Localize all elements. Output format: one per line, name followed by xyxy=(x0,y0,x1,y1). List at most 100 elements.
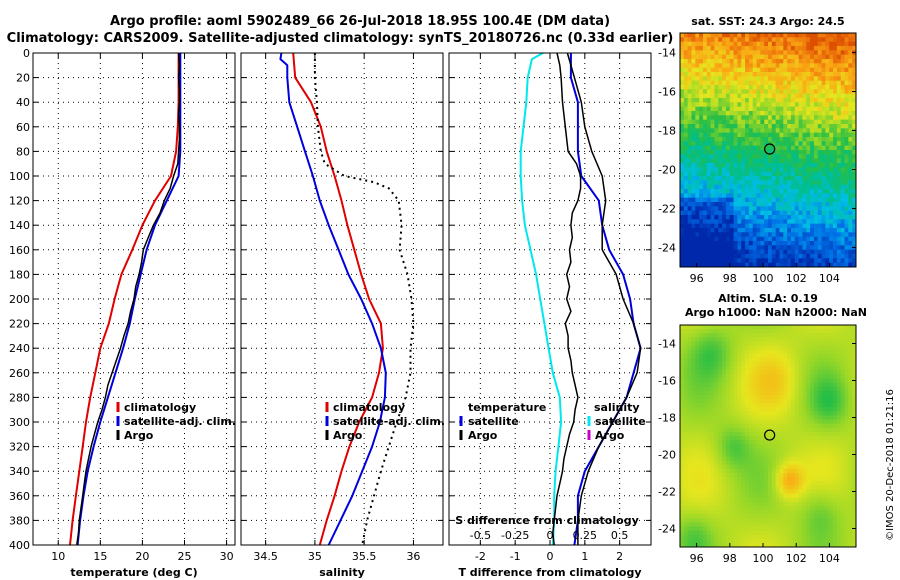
sla_map-cell xyxy=(702,325,708,330)
sst_map-cell xyxy=(691,150,696,155)
sla_map-cell xyxy=(722,325,727,330)
sst_map-cell xyxy=(745,33,750,38)
sst_map-cell xyxy=(810,223,815,229)
sst_map-cell xyxy=(741,102,746,108)
sst_map-cell xyxy=(798,158,803,164)
sla_map-cell xyxy=(787,514,792,519)
sst_map-cell xyxy=(722,167,727,173)
sst_map-cell xyxy=(702,249,708,255)
sla_map-cell xyxy=(702,345,708,351)
sla_map-cell xyxy=(702,431,708,437)
sst_map-cell xyxy=(725,137,731,142)
sst_map-cell xyxy=(775,124,780,129)
sst_map-cell xyxy=(691,67,696,73)
sla_map-cell xyxy=(760,460,765,466)
sla_map-cell xyxy=(748,403,754,408)
sla_map-cell xyxy=(710,357,715,363)
sla_map-cell xyxy=(706,477,712,482)
sst_map-cell xyxy=(733,202,738,207)
sst_map-cell xyxy=(733,98,738,103)
sst_map-cell xyxy=(741,76,746,82)
sst_map-cell xyxy=(683,54,689,60)
sst_map-cell xyxy=(729,254,734,259)
sst_map-cell xyxy=(691,176,696,181)
sst_map-cell xyxy=(764,241,769,246)
sla_map-cell xyxy=(752,468,757,474)
sla_map-cell xyxy=(771,407,777,412)
sla_map-cell xyxy=(725,370,731,375)
sla_map-cell xyxy=(787,464,792,470)
sst_map-cell xyxy=(702,33,708,38)
sst_map-ytick-label: -20 xyxy=(658,164,676,177)
sla_map-cell xyxy=(745,489,750,494)
sla_map-cell xyxy=(737,460,742,466)
sla_map-cell xyxy=(833,452,838,457)
sla_map-cell xyxy=(775,423,780,429)
sla_map-cell xyxy=(702,448,708,453)
sst_map-cell xyxy=(752,210,757,216)
sla_map-cell xyxy=(748,448,754,453)
sst_map-cell xyxy=(699,128,704,134)
sst_map-cell xyxy=(702,111,708,116)
sst_map-cell xyxy=(756,206,761,212)
sst_map-cell xyxy=(680,89,685,95)
sla_map-cell xyxy=(817,349,822,355)
sla_map-cell xyxy=(706,489,712,494)
sst_map-cell xyxy=(760,262,765,268)
sst_map-cell xyxy=(683,124,689,129)
sst_map-cell xyxy=(817,176,822,181)
diff-top-xtick-label: 0 xyxy=(547,529,554,542)
sst_map-cell xyxy=(729,85,734,90)
sla_map-cell xyxy=(695,468,700,474)
sst_map-cell xyxy=(718,249,723,255)
sla_map-cell xyxy=(840,444,845,449)
sst_map-cell xyxy=(775,54,780,60)
sst_map-cell xyxy=(756,93,761,99)
sla_map-cell xyxy=(729,452,734,457)
sla_map-cell xyxy=(813,419,819,425)
sla_map-cell xyxy=(794,362,800,367)
sla_map-cell xyxy=(798,407,803,412)
sla_map-cell xyxy=(790,325,796,330)
sla_map-cell xyxy=(702,378,708,383)
sst_map-cell xyxy=(802,258,807,264)
sst_map-cell xyxy=(817,167,822,173)
sla_map-cell xyxy=(756,440,761,445)
sst_map-cell xyxy=(714,193,719,199)
sla_map-cell xyxy=(695,501,700,507)
sst_map-cell xyxy=(714,245,719,251)
sla_map-cell xyxy=(745,423,750,429)
sla_map-cell xyxy=(836,337,842,342)
sst_map-cell xyxy=(848,167,853,173)
diff-top-xtick-label: 0.25 xyxy=(573,529,598,542)
sla_map-cell xyxy=(725,431,731,437)
sst_map-cell xyxy=(752,167,757,173)
sst_map-cell xyxy=(779,115,784,121)
sst_map-cell xyxy=(825,102,830,108)
sla_map-cell xyxy=(695,362,700,367)
sst_map-cell xyxy=(722,37,727,43)
sla_map-cell xyxy=(775,407,780,412)
sla_map-cell xyxy=(802,378,807,383)
sst_map-cell xyxy=(783,41,788,47)
sst_map-cell xyxy=(852,223,857,229)
sla_map-cell xyxy=(702,362,708,367)
sla_map-cell xyxy=(775,510,780,515)
sla_map-cell xyxy=(718,473,723,478)
sla_map-cell xyxy=(699,518,704,523)
sst_map-cell xyxy=(729,145,734,151)
sla_map-cell xyxy=(817,341,822,346)
sst_map-cell xyxy=(725,106,731,112)
depth-tick-label: 200 xyxy=(9,293,30,306)
sst_map-cell xyxy=(768,98,773,103)
sla_map-cell xyxy=(840,362,845,367)
sla_map-cell xyxy=(764,485,769,490)
sla_map-cell xyxy=(790,431,796,437)
sla_map-cell xyxy=(771,370,777,375)
sst_map-cell xyxy=(840,206,845,212)
sst_map-cell xyxy=(722,119,727,125)
sst_map-cell xyxy=(756,249,761,255)
sst_map-cell xyxy=(825,111,830,116)
sst_map-cell xyxy=(817,115,822,121)
sla_map-cell xyxy=(794,411,800,416)
